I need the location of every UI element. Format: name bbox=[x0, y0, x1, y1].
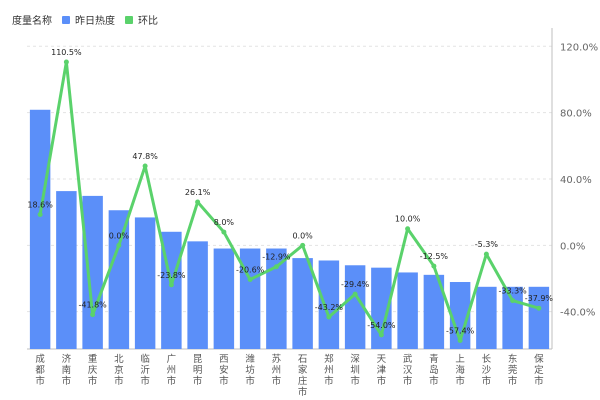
bar bbox=[29, 109, 51, 350]
mom-point bbox=[378, 332, 384, 338]
mom-point bbox=[195, 199, 201, 205]
data-label: -41.8% bbox=[78, 301, 107, 310]
legend-item-mom[interactable]: 环比 bbox=[125, 12, 158, 27]
x-tick-label: 广州市 bbox=[167, 353, 177, 387]
mom-point bbox=[457, 338, 463, 344]
x-tick-label: 济南市 bbox=[62, 353, 72, 387]
data-label: -12.9% bbox=[262, 253, 291, 262]
mom-point bbox=[90, 312, 96, 318]
x-tick-label: 潍坊市 bbox=[245, 353, 255, 387]
mom-point bbox=[405, 226, 411, 232]
x-tick-label: 青岛市 bbox=[429, 353, 439, 387]
mom-point bbox=[326, 314, 332, 320]
bar bbox=[449, 282, 471, 349]
mom-point bbox=[483, 251, 489, 257]
data-label: 26.1% bbox=[185, 188, 211, 197]
x-tick-label: 东莞市 bbox=[508, 353, 518, 387]
x-tick-label: 昆明市 bbox=[193, 354, 203, 387]
data-label: -37.9% bbox=[525, 294, 554, 303]
data-label: -43.2% bbox=[315, 303, 344, 312]
bar bbox=[344, 265, 366, 349]
bar bbox=[213, 248, 235, 349]
right-tick-label: 120.0% bbox=[560, 42, 598, 53]
mom-line bbox=[38, 60, 540, 343]
bar bbox=[56, 191, 77, 349]
x-tick-label: 天津市 bbox=[377, 354, 387, 387]
x-tick-label: 郑州市 bbox=[324, 353, 334, 387]
data-label: 0.0% bbox=[109, 231, 130, 240]
mom-point bbox=[273, 264, 279, 270]
bar bbox=[476, 286, 497, 349]
mom-point bbox=[37, 211, 43, 217]
data-label: -54.0% bbox=[367, 321, 396, 330]
x-tick-label: 上海市 bbox=[455, 354, 465, 387]
legend-swatch-mom bbox=[125, 15, 133, 24]
bar bbox=[318, 260, 340, 349]
legend-label-mom: 环比 bbox=[138, 16, 158, 27]
legend-label-heat: 昨日热度 bbox=[75, 16, 115, 27]
x-tick-label: 武汉市 bbox=[403, 353, 413, 387]
bar bbox=[134, 217, 156, 349]
data-label: -57.4% bbox=[446, 327, 475, 336]
bar bbox=[502, 286, 523, 349]
bar bbox=[187, 241, 208, 349]
bar bbox=[239, 248, 261, 349]
x-tick-label: 临沂市 bbox=[140, 353, 150, 387]
data-label: 110.5% bbox=[51, 48, 82, 57]
data-label: -29.4% bbox=[341, 280, 370, 289]
mom-point bbox=[142, 163, 148, 169]
bar bbox=[397, 272, 418, 349]
legend: 度量名称 昨日热度 环比 bbox=[12, 12, 158, 27]
x-tick-label: 苏州市 bbox=[272, 353, 282, 387]
data-label: -23.8% bbox=[157, 271, 186, 280]
legend-item-heat[interactable]: 昨日热度 bbox=[62, 12, 115, 27]
mom-point bbox=[221, 229, 227, 235]
mom-point bbox=[431, 263, 437, 269]
right-tick-label: 0.0% bbox=[560, 241, 585, 252]
mom-point bbox=[300, 242, 306, 248]
x-tick-label: 重庆市 bbox=[88, 353, 98, 387]
mom-point bbox=[168, 282, 174, 288]
bar bbox=[266, 248, 287, 349]
bar bbox=[528, 286, 550, 349]
x-tick-label: 西安市 bbox=[219, 354, 229, 387]
data-label: -5.3% bbox=[475, 240, 499, 249]
mom-point bbox=[63, 59, 69, 65]
right-tick-label: 80.0% bbox=[560, 109, 592, 120]
data-label: -12.5% bbox=[420, 252, 449, 261]
bar bbox=[108, 210, 130, 349]
data-label: 8.0% bbox=[214, 218, 235, 227]
data-label: 0.0% bbox=[292, 231, 313, 240]
x-tick-label: 石家庄市 bbox=[298, 354, 308, 398]
right-tick-label: 40.0% bbox=[560, 175, 592, 186]
legend-title: 度量名称 bbox=[12, 16, 52, 27]
data-label: 18.6% bbox=[27, 200, 53, 209]
bar bbox=[423, 274, 445, 349]
x-tick-label: 保定市 bbox=[534, 353, 544, 387]
data-label: 10.0% bbox=[395, 215, 421, 224]
data-label: -33.3% bbox=[498, 287, 527, 296]
x-tick-label: 深圳市 bbox=[350, 354, 360, 387]
x-tick-label: 长沙市 bbox=[482, 353, 492, 387]
bar bbox=[292, 258, 313, 349]
data-label: -20.6% bbox=[236, 266, 265, 275]
x-tick-label: 北京市 bbox=[114, 354, 124, 387]
bar bbox=[82, 195, 103, 349]
mom-point bbox=[536, 305, 542, 311]
mom-point bbox=[247, 277, 253, 283]
mom-point bbox=[352, 291, 358, 297]
right-tick-label: -40.0% bbox=[560, 308, 595, 319]
mom-point bbox=[510, 298, 516, 304]
x-tick-label: 成都市 bbox=[35, 353, 45, 387]
mom-point bbox=[116, 242, 122, 248]
legend-swatch-heat bbox=[62, 15, 70, 24]
data-label: 47.8% bbox=[132, 152, 158, 161]
